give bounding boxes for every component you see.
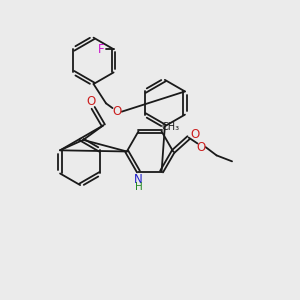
Text: O: O: [86, 95, 95, 108]
Text: O: O: [196, 141, 206, 154]
Text: CH₃: CH₃: [161, 122, 180, 132]
Text: N: N: [134, 173, 143, 186]
Text: F: F: [98, 43, 104, 56]
Text: O: O: [113, 105, 122, 118]
Text: H: H: [134, 182, 142, 192]
Text: O: O: [190, 128, 199, 141]
